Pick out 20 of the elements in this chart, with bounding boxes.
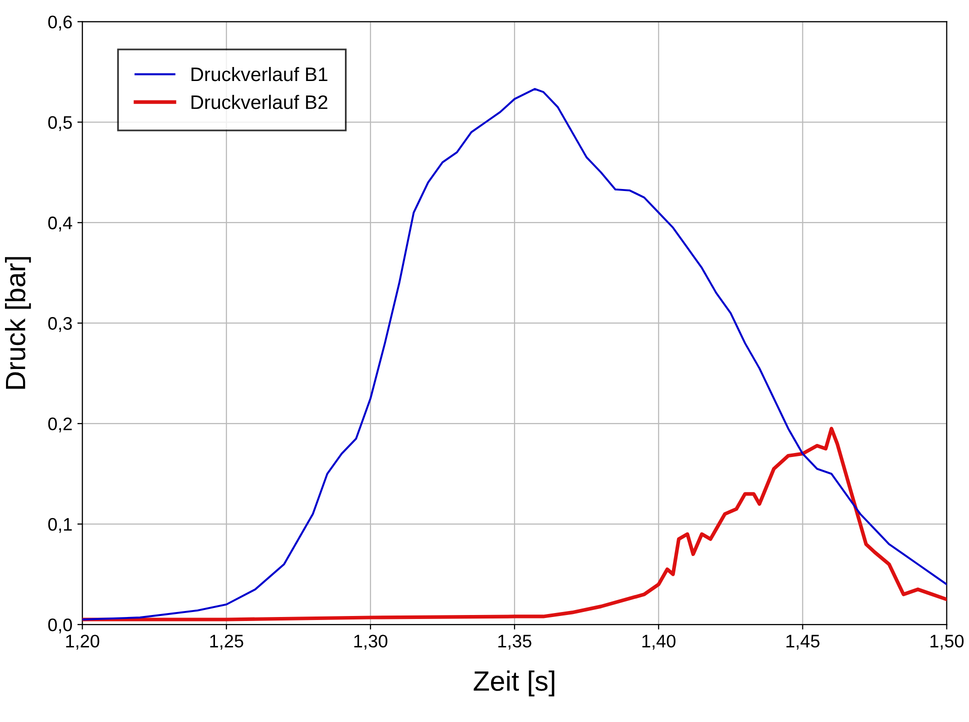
y-tick-label: 0,5 [48,116,72,131]
y-tick-label: 0,1 [48,518,72,533]
x-tick-label: 1,35 [498,634,532,650]
x-tick-label: 1,40 [642,634,676,650]
x-tick-label: 1,20 [66,634,100,650]
x-tick-label: 1,50 [930,634,964,650]
legend-label: Druckverlauf B1 [192,66,328,82]
y-tick-label: 0,0 [48,618,72,634]
y-tick-label: 0,4 [48,216,72,232]
legend-label: Druckverlauf B2 [192,94,328,110]
y-tick-label: 0,6 [48,16,72,31]
x-axis-title: Zeit [s] [474,670,554,696]
y-axis-title: Druck [bar] [4,257,31,389]
x-tick-label: 1,30 [354,634,388,650]
x-tick-label: 1,45 [786,634,820,650]
line-series [82,426,947,622]
x-tick-label: 1,25 [210,634,244,650]
y-tick-label: 0,3 [48,317,72,332]
y-tick-label: 0,2 [48,418,72,432]
line-series [82,88,947,620]
